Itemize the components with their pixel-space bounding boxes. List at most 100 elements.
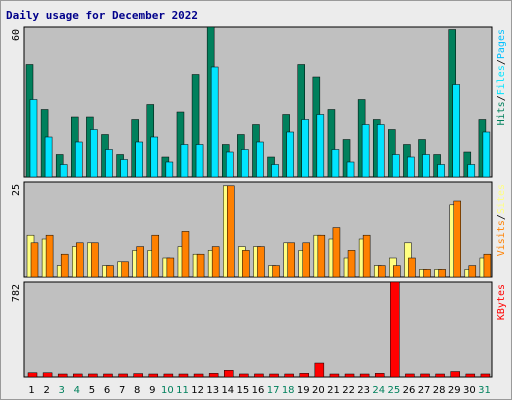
bar-visits [196, 253, 205, 278]
bar-kbytes [239, 373, 249, 378]
day-label: 27 [418, 385, 431, 396]
legend-kbytes: KBytes [496, 284, 507, 320]
bar-visits [408, 257, 416, 278]
bar-visits [257, 246, 265, 278]
day-label: 18 [282, 385, 295, 396]
day-label: 3 [59, 385, 65, 396]
bar-kbytes [254, 373, 264, 378]
day-label: 11 [176, 385, 189, 396]
legend-separator: / [496, 95, 507, 101]
day-label: 9 [149, 385, 155, 396]
bar-hits [342, 139, 351, 178]
bar-visits [302, 242, 310, 278]
bar-files [195, 144, 204, 178]
bar-files [165, 161, 174, 178]
bar-files [316, 114, 325, 178]
bar-kbytes [314, 362, 325, 378]
day-label: 2 [43, 385, 49, 396]
bar-kbytes [450, 371, 460, 378]
bar-files [75, 141, 83, 178]
bar-visits [211, 246, 220, 278]
bar-kbytes [405, 373, 415, 378]
bar-files [256, 141, 264, 178]
bar-kbytes [73, 373, 83, 378]
bar-kbytes [208, 373, 219, 378]
day-label: 4 [74, 385, 80, 396]
ymax-label-bottom: 782 [11, 284, 22, 302]
day-label: 25 [388, 385, 401, 396]
legend-separator: / [496, 214, 507, 220]
bar-kbytes [118, 373, 128, 378]
bar-visits [60, 253, 69, 278]
bar-visits [151, 234, 160, 278]
bar-files [376, 124, 385, 178]
bar-visits [106, 265, 114, 278]
bar-files [301, 119, 309, 178]
bar-files [452, 84, 460, 178]
bar-visits [136, 246, 144, 278]
bar-visits [423, 269, 431, 278]
ymax-label-top: 60 [11, 29, 22, 41]
day-label: 19 [297, 385, 310, 396]
bar-kbytes [329, 373, 340, 378]
bar-files [361, 124, 370, 178]
bar-kbytes [178, 373, 189, 378]
bar-files [286, 131, 294, 178]
chart-title: Daily usage for December 2022 [6, 9, 199, 22]
bar-visits [468, 265, 477, 278]
bar-files [150, 136, 159, 178]
bar-files [331, 149, 340, 178]
bar-visits [242, 250, 250, 278]
bar-visits [30, 242, 39, 278]
bar-hits [327, 109, 336, 178]
bar-files [241, 149, 249, 178]
day-label: 5 [89, 385, 95, 396]
ymax-label-middle: 25 [11, 184, 22, 196]
bar-kbytes [480, 373, 491, 378]
bar-kbytes [299, 373, 309, 378]
bar-visits [393, 265, 401, 278]
day-label: 7 [119, 385, 125, 396]
bar-hits [191, 74, 200, 178]
bar-visits [121, 261, 129, 278]
day-label: 1 [28, 385, 34, 396]
bar-visits [45, 234, 54, 278]
bar-files [467, 164, 476, 178]
plot-area-bottom [23, 281, 493, 378]
bar-files [59, 164, 68, 178]
bar-files [105, 149, 113, 178]
day-label: 24 [372, 385, 385, 396]
day-label: 16 [252, 385, 265, 396]
bar-files [346, 161, 355, 178]
bar-files [180, 144, 189, 178]
bar-files [271, 164, 279, 178]
day-label: 28 [433, 385, 446, 396]
bar-kbytes [148, 373, 159, 378]
legend-bottom: KBytes [496, 284, 507, 320]
bar-visits [287, 242, 295, 278]
bar-files [29, 99, 38, 178]
bar-kbytes [420, 373, 430, 378]
legend-visits: Visits [496, 220, 507, 256]
bar-visits [91, 242, 99, 278]
day-label: 30 [463, 385, 476, 396]
bar-visits [227, 185, 235, 278]
bar-files [422, 154, 430, 178]
day-label: 21 [327, 385, 340, 396]
day-label: 8 [134, 385, 140, 396]
bar-kbytes [42, 372, 53, 378]
bar-visits [76, 242, 84, 278]
day-label: 14 [221, 385, 234, 396]
bar-visits [453, 200, 461, 278]
day-label: 22 [342, 385, 355, 396]
bar-visits [166, 257, 175, 278]
day-label: 23 [357, 385, 370, 396]
bar-visits [272, 265, 280, 278]
bar-kbytes [163, 373, 174, 378]
bar-kbytes [465, 373, 476, 378]
bar-kbytes [269, 373, 279, 378]
bar-files [44, 136, 53, 178]
day-label: 10 [161, 385, 174, 396]
day-label: 31 [478, 385, 491, 396]
